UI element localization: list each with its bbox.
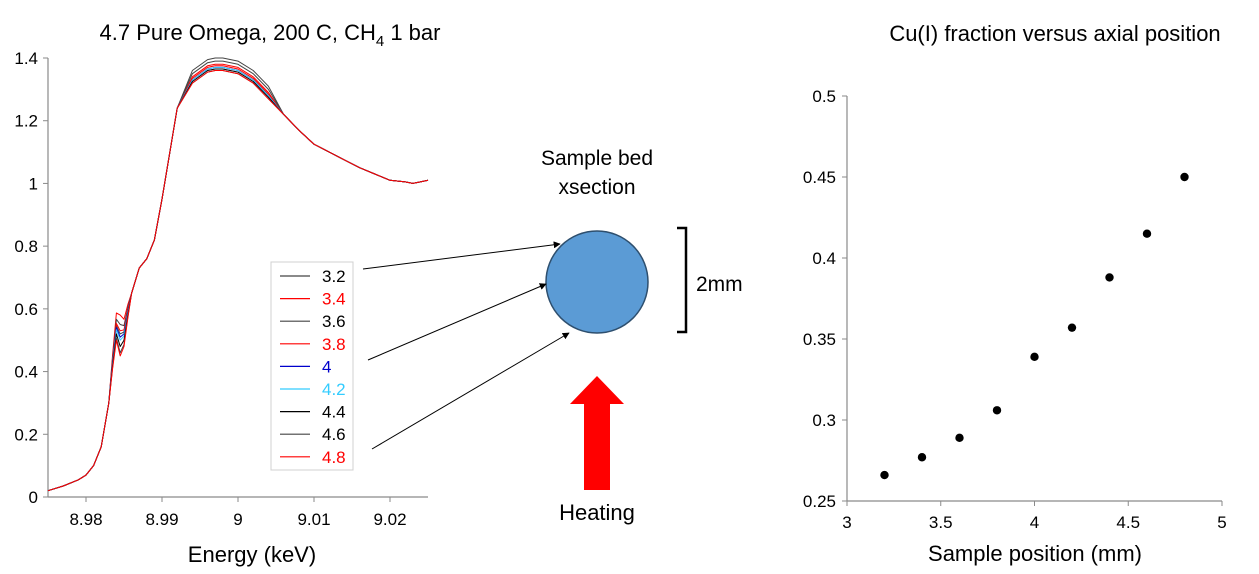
cu-data-point: [1180, 172, 1189, 182]
cu-data-point: [1105, 273, 1114, 282]
xanes-y-tick-label: 0.4: [14, 363, 38, 382]
xanes-x-tick-label: 8.99: [145, 510, 178, 529]
xanes-x-ticks: 8.98 8.99 9 9.01 9.02: [69, 497, 407, 529]
xanes-title-tail: 1 bar: [384, 20, 440, 45]
xanes-y-tick-label: 0: [29, 488, 38, 507]
cu-x-ticks: 3 3.5 4 4.5 5: [842, 501, 1227, 532]
xanes-y-ticks: 0 0.2 0.4 0.6 0.8 1 1.2 1.4: [14, 49, 48, 507]
legend-label: 4.4: [322, 403, 346, 422]
cu-x-label: Sample position (mm): [928, 541, 1142, 566]
cu-x-tick-label: 3: [842, 513, 851, 532]
heating-arrow: [570, 376, 624, 490]
legend-items: 3.2 3.4 3.6 3.8 4 4.2 4.4 4.6 4.8: [280, 267, 346, 467]
legend-label: 3.4: [322, 290, 346, 309]
cu-y-tick-label: 0.3: [812, 411, 836, 430]
xanes-y-tick-label: 0.8: [14, 237, 38, 256]
cu-data-point: [955, 433, 964, 443]
cu-x-tick-label: 4: [1030, 513, 1039, 532]
cu-data-point: [1067, 323, 1077, 332]
xanes-y-tick-label: 0.2: [14, 425, 38, 444]
xanes-chart-title: 4.7 Pure Omega, 200 C, CH4 1 bar: [100, 20, 441, 50]
xanes-y-tick-label: 0.6: [14, 300, 38, 319]
cu-data-point: [1030, 352, 1039, 362]
cu-fraction-chart: Cu(I) fraction versus axial position 0.2…: [803, 21, 1227, 566]
cu-data-point: [917, 453, 927, 462]
xanes-chart: 4.7 Pure Omega, 200 C, CH4 1 bar 00.20.4…: [14, 20, 440, 567]
cu-y-tick-label: 0.25: [803, 492, 836, 511]
legend-label: 3.6: [322, 312, 346, 331]
xanes-legend: 3.2 3.4 3.6 3.8 4 4.2 4.4 4.6 4.8: [270, 261, 354, 471]
cu-y-tick-label: 0.35: [803, 330, 836, 349]
xanes-y-tick-label: 1.2: [14, 112, 38, 131]
cu-data-point: [1142, 229, 1152, 238]
xanes-x-tick-label: 9.01: [297, 510, 330, 529]
legend-label: 4.6: [322, 425, 346, 444]
cu-data-points: [880, 172, 1189, 480]
sample-bed-diagram: Sample bed xsection 2mm Heating: [362, 147, 743, 525]
cu-y-tick-label: 0.4: [812, 249, 836, 268]
cu-x-tick-label: 3.5: [929, 513, 953, 532]
xanes-y-tick-label: 1.4: [14, 49, 38, 68]
pointer-arrow-3: [371, 332, 570, 450]
heating-label: Heating: [559, 500, 635, 525]
scale-label: 2mm: [696, 273, 743, 296]
xanes-x-tick-label: 8.98: [69, 510, 102, 529]
cu-y-tick-label: 0.45: [803, 168, 836, 187]
cu-data-point: [880, 470, 889, 480]
cu-data-point: [992, 406, 1002, 415]
legend-label: 3.8: [322, 335, 346, 354]
pointer-arrow-1: [362, 241, 561, 270]
scale-bracket: [677, 226, 688, 334]
bed-label-line1: Sample bed: [541, 147, 653, 170]
xanes-series-4.8: [47, 70, 429, 492]
legend-label: 3.2: [322, 267, 346, 286]
sample-bed-circle: [545, 230, 649, 334]
xanes-series-lines: [47, 57, 429, 492]
pointer-arrow-2: [367, 283, 547, 361]
cu-y-tick-label: 0.5: [812, 87, 836, 106]
xanes-y-tick-label: 1: [29, 174, 38, 193]
xanes-x-label: Energy (keV): [188, 542, 316, 567]
cu-chart-title: Cu(I) fraction versus axial position: [889, 21, 1220, 46]
legend-label: 4: [322, 357, 331, 376]
cu-y-ticks: 0.25 0.3 0.35 0.4 0.45 0.5: [803, 87, 847, 511]
cu-x-tick-label: 5: [1217, 513, 1226, 532]
xanes-title-main: 4.7 Pure Omega, 200 C, CH: [100, 20, 376, 45]
xanes-title-subscript: 4: [376, 33, 384, 50]
xanes-x-tick-label: 9: [233, 510, 242, 529]
legend-label: 4.8: [322, 448, 346, 467]
bed-label-line2: xsection: [558, 176, 635, 199]
legend-label: 4.2: [322, 380, 346, 399]
xanes-x-tick-label: 9.02: [373, 510, 406, 529]
cu-x-tick-label: 4.5: [1116, 513, 1140, 532]
